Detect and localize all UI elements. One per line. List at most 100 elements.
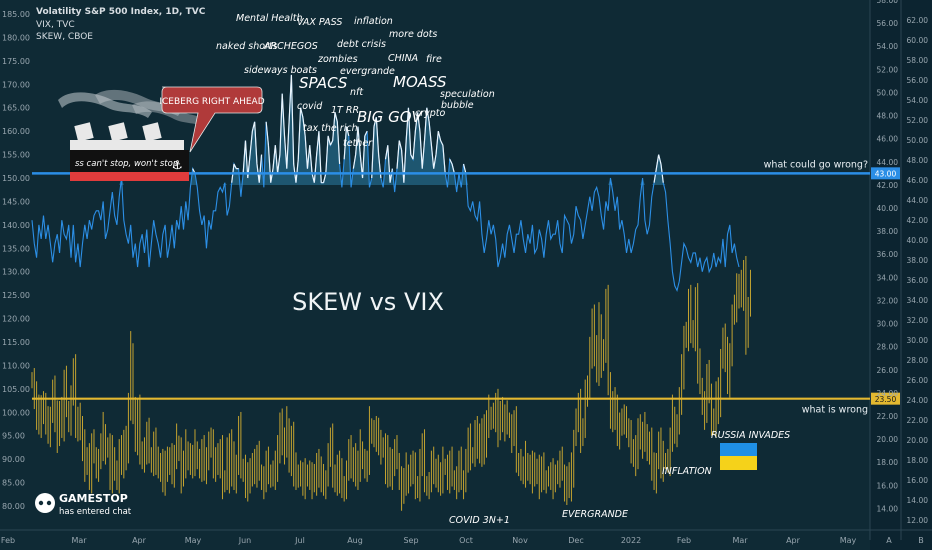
right-axis-1-tick-label: 26.00 [877,366,899,375]
annotation-label: RUSSIA INVADES [711,430,790,441]
x-axis-tick-label: Mar [71,536,87,545]
annotation-label: tether [343,138,373,149]
left-axis-tick-label: 85.00 [2,479,25,488]
right-axis-2-tick-label: 42.00 [907,216,929,225]
skew-series [31,74,740,293]
annotation-label: COVID 3N+1 [449,515,510,526]
annotation-label: 1T RR [331,105,359,116]
left-axis-tick-label: 175.00 [2,57,30,66]
annotation-label: evergrande [340,66,395,77]
right-axis-1-tick-label: 20.00 [877,435,899,444]
left-axis-tick-label: 165.00 [2,104,30,113]
right-axis-2-tick-label: 14.00 [907,496,929,505]
annotation-label: more dots [389,29,437,40]
annotation-label: nft [350,87,364,98]
annotation-label: VAX PASS [297,17,342,28]
right-axis-2-tick-label: 30.00 [907,336,929,345]
annotation-label: CHINA [388,53,418,64]
left-axis-tick-label: 130.00 [2,268,30,277]
x-axis-tick-label: Feb [677,536,691,545]
right-axis-2-tick-label: 50.00 [907,136,929,145]
annotation-label: EVERGRANDE [562,509,628,520]
x-axis-tick-label: Apr [132,536,147,545]
annotation-label: Mental Health [236,13,302,24]
level-label-vix: what is wrong [802,405,868,416]
annotation-label: fire [426,54,442,65]
annotation-label: inflation [354,16,393,27]
right-axis-1-tick-label: 34.00 [877,273,899,282]
left-axis-tick-label: 170.00 [2,80,30,89]
gamestop-logo-eye [38,500,44,506]
x-axis-tick-label: Apr [786,536,801,545]
x-axis-tick-label: Jun [238,536,252,545]
chart-symbol-title: Volatility S&P 500 Index, 1D, TVC [36,7,206,17]
annotation-label: tax the rich [303,123,358,134]
right-axis-2-tick-label: 12.00 [907,516,929,525]
left-axis-tick-label: 145.00 [2,197,30,206]
right-axis-2-tick-label: 60.00 [907,36,929,45]
value-tag-vix [871,392,900,405]
right-axis-2-tick-label: 22.00 [907,416,929,425]
vix-series [31,255,751,511]
x-axis-tick-label: Sep [403,536,418,545]
right-axis-1-tick-label: 50.00 [877,88,899,97]
level-label-skew: what could go wrong? [764,159,868,170]
smoke-plume [132,101,210,127]
right-axis-1-tick-label: 40.00 [877,204,899,213]
ship-waterline [70,172,189,181]
annotation-label: BIG GOV [357,108,424,126]
right-axis-2-tick-label: 16.00 [907,476,929,485]
left-axis-tick-label: 180.00 [2,33,30,42]
right-axis-2-tick-label: 38.00 [907,256,929,265]
right-axis-1-tick-label: 18.00 [877,458,899,467]
annotation-label: SPACS [299,74,348,92]
right-axis-2-tick-label: 46.00 [907,176,929,185]
right-axis-2-tick-label: 34.00 [907,296,929,305]
left-axis-tick-label: 155.00 [2,151,30,160]
gamestop-logo-eye [46,500,52,506]
left-axis-tick-label: 160.00 [2,127,30,136]
right-axis-2-tick-label: 26.00 [907,376,929,385]
left-axis-tick-label: 115.00 [2,338,30,347]
callout-bubble [161,86,263,153]
right-axis-1-tick-label: 48.00 [877,112,899,121]
right-axis-2-tick-label: 28.00 [907,356,929,365]
right-axis-2-tick-label: 36.00 [907,276,929,285]
ship-funnel [74,122,94,142]
x-axis-tick-label-b: B [918,536,924,545]
right-axis-2-tick-label: 44.00 [907,196,929,205]
annotation-label: crypto [415,108,446,119]
x-axis-tick-label: Dec [568,536,583,545]
left-axis-tick-label: 80.00 [2,502,25,511]
right-axis-2-tick-label: 32.00 [907,316,929,325]
x-axis-tick-label: Mar [732,536,748,545]
x-axis-tick-label: May [185,536,202,545]
annotation-label: covid [297,101,323,112]
right-axis-1-tick-label: 52.00 [877,65,899,74]
annotation-label: debt crisis [337,39,386,50]
right-axis-2-tick-label: 48.00 [907,156,929,165]
right-axis-1-tick-label: 24.00 [877,389,899,398]
ship-caption: ss can't stop, won't stop [75,159,178,169]
ship-funnel [108,122,128,142]
x-axis-tick-label: Jul [294,536,305,545]
right-axis-2-tick-label: 58.00 [907,56,929,65]
right-axis-2-tick-label: 24.00 [907,396,929,405]
left-axis-tick-label: 150.00 [2,174,30,183]
annotation-label: naked shorts [216,41,278,52]
right-axis-1-tick-label: 56.00 [877,19,899,28]
left-axis-tick-label: 135.00 [2,244,30,253]
right-axis-1-tick-label: 54.00 [877,42,899,51]
annotation-label: zombies [317,54,358,65]
chart-symbol-line-2: VIX, TVC [36,19,75,30]
annotation-label: INFLATION [662,466,712,477]
annotation-label: ARCHEGOS [263,41,318,52]
left-axis-tick-label: 100.00 [2,408,30,417]
x-axis-tick-label: Feb [1,536,15,545]
right-axis-2-tick-label: 62.00 [907,16,929,25]
annotation-label: speculation [440,89,495,100]
x-axis-tick-label: Oct [459,536,473,545]
value-tag-skew-text: 43.00 [875,170,897,179]
